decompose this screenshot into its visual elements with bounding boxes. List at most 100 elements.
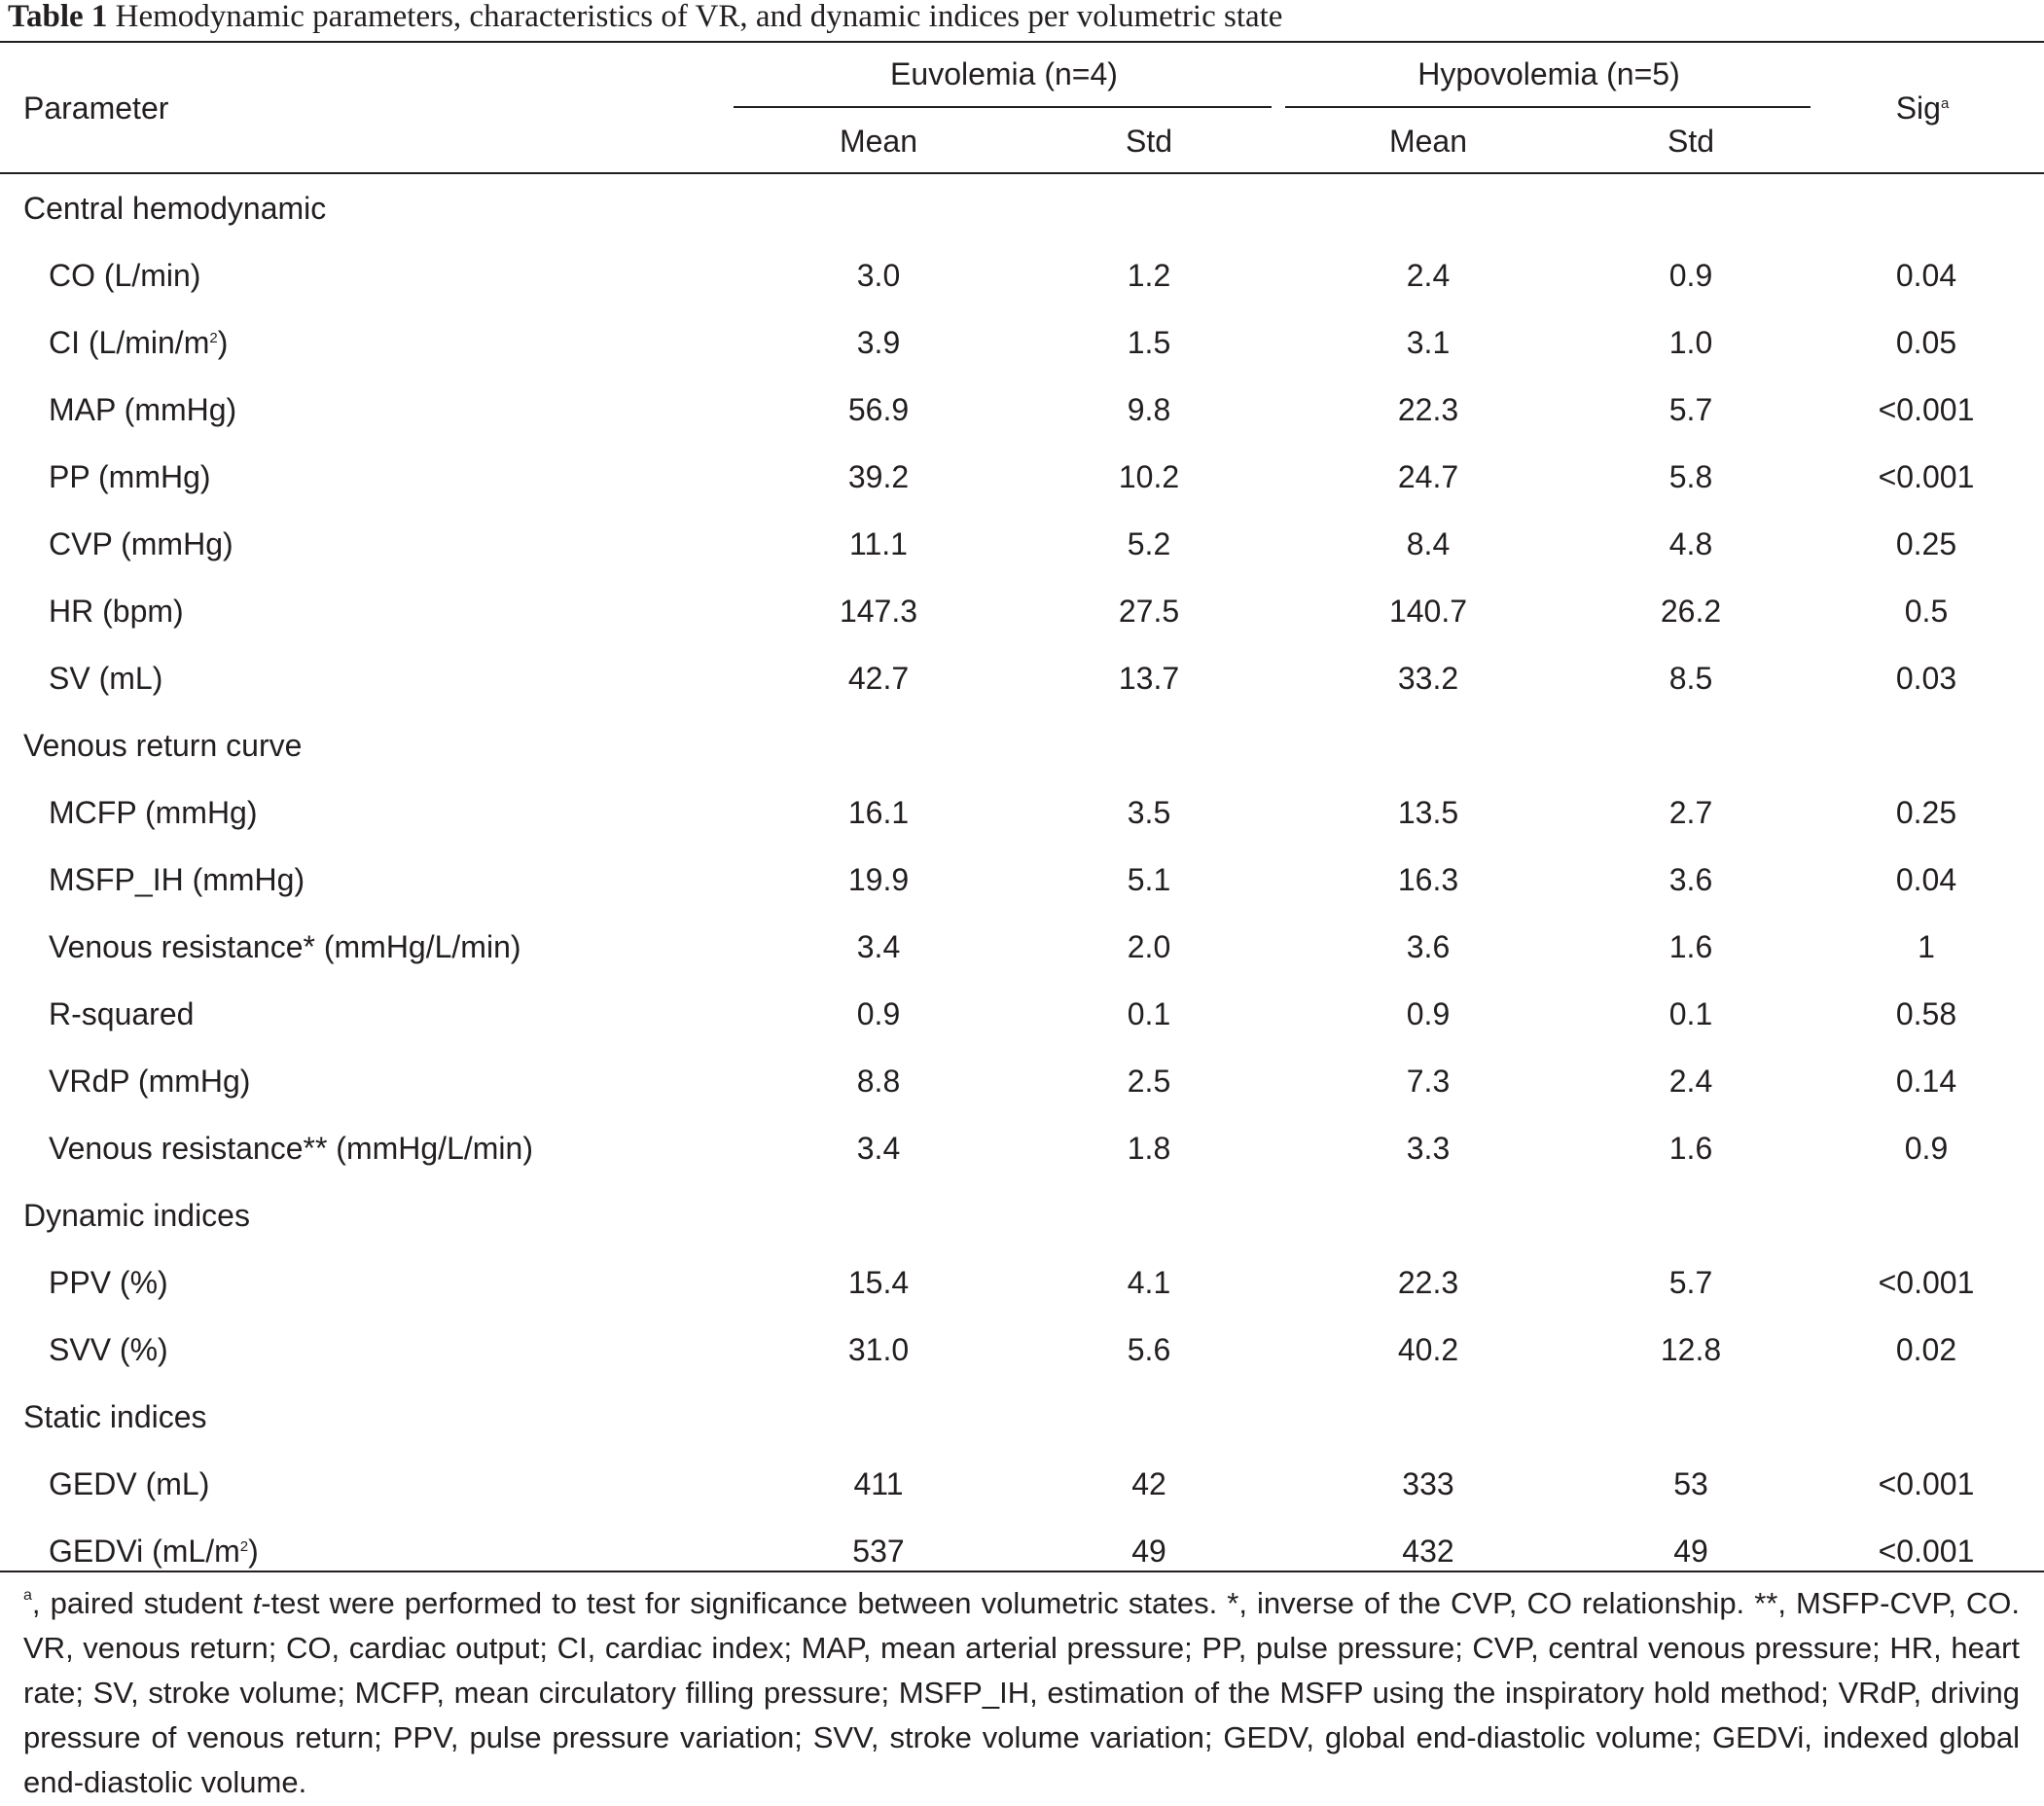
cell-sig: 0.04	[1895, 862, 1957, 897]
row-label-text: HR (bpm)	[49, 594, 184, 629]
cell-eu-mean: 3.4	[856, 929, 901, 964]
cell-eu-std: 2.0	[1127, 929, 1171, 964]
row-label-text: SV (mL)	[49, 661, 163, 696]
header-eu-mean: Mean	[839, 124, 918, 159]
cell-eu-std: 5.2	[1127, 526, 1171, 561]
cell-sig: 0.03	[1895, 661, 1957, 696]
cell-hy-mean: 140.7	[1388, 594, 1468, 629]
row-label-text: Static indices	[23, 1399, 207, 1434]
cell-eu-std: 1.5	[1127, 325, 1171, 360]
footnote-part1: , paired student	[31, 1586, 253, 1620]
cell-eu-mean: 39.2	[847, 459, 910, 494]
cell-eu-std: 42	[1131, 1466, 1166, 1501]
cell-eu-std: 1.2	[1127, 258, 1171, 293]
row-label: MAP (mmHg)	[49, 390, 236, 429]
cell-sig: <0.001	[1878, 459, 1975, 494]
cell-sig: <0.001	[1878, 1534, 1975, 1569]
cell-hy-mean: 22.3	[1397, 1265, 1459, 1300]
cell-sig: 0.25	[1895, 526, 1957, 561]
row-label-tail: )	[248, 1534, 259, 1569]
row-label: PP (mmHg)	[49, 457, 211, 496]
cell-eu-mean: 11.1	[849, 526, 908, 561]
bottom-rule	[0, 1571, 2044, 1572]
footnote: a, paired student t-test were performed …	[23, 1581, 2020, 1805]
cell-sig: 0.5	[1904, 594, 1949, 629]
row-label: GEDVi (mL/m2)	[49, 1532, 259, 1571]
header-sig: Siga	[1896, 89, 1950, 127]
cell-eu-mean: 3.4	[856, 1131, 901, 1166]
section-heading: Venous return curve	[23, 726, 302, 765]
cell-hy-mean: 13.5	[1397, 795, 1459, 830]
cell-eu-mean: 411	[853, 1466, 904, 1501]
cell-hy-std: 5.8	[1668, 459, 1713, 494]
cell-sig: 0.05	[1895, 325, 1957, 360]
row-label: HR (bpm)	[49, 592, 184, 631]
row-label-text: MCFP (mmHg)	[49, 795, 258, 830]
header-parameter: Parameter	[23, 90, 169, 126]
cell-hy-std: 0.1	[1668, 996, 1713, 1031]
row-label-text: MAP (mmHg)	[49, 392, 237, 427]
row-label: Venous resistance* (mmHg/L/min)	[49, 927, 521, 966]
cell-sig: <0.001	[1878, 1265, 1975, 1300]
cell-sig: 0.14	[1895, 1064, 1957, 1099]
row-label: Venous resistance** (mmHg/L/min)	[49, 1129, 533, 1168]
row-label-text: MSFP_IH (mmHg)	[49, 862, 305, 897]
row-label-text: GEDV (mL)	[49, 1466, 210, 1501]
cell-hy-std: 5.7	[1668, 392, 1713, 427]
euvolemia-underline	[734, 106, 1272, 108]
cell-eu-std: 27.5	[1118, 594, 1180, 629]
cell-hy-mean: 33.2	[1397, 661, 1459, 696]
row-label: VRdP (mmHg)	[49, 1062, 250, 1101]
section-heading: Dynamic indices	[23, 1196, 250, 1235]
cell-eu-mean: 8.8	[856, 1064, 901, 1099]
row-label-text: CI (L/min/m	[49, 325, 210, 360]
cell-sig: <0.001	[1878, 392, 1975, 427]
header-hy-std: Std	[1667, 124, 1715, 159]
row-label: CO (L/min)	[49, 256, 200, 295]
cell-hy-mean: 333	[1402, 1466, 1454, 1501]
cell-eu-mean: 3.9	[856, 325, 901, 360]
header-eu-std: Std	[1125, 124, 1173, 159]
row-label-text: Venous return curve	[23, 728, 303, 763]
cell-hy-mean: 24.7	[1397, 459, 1459, 494]
row-label: GEDV (mL)	[49, 1464, 209, 1503]
cell-eu-std: 2.5	[1127, 1064, 1171, 1099]
cell-hy-std: 12.8	[1660, 1332, 1722, 1367]
header-sig-sup: a	[1940, 95, 1950, 112]
cell-sig: 0.9	[1904, 1131, 1949, 1166]
table-label: Table 1	[8, 0, 108, 34]
cell-eu-mean: 42.7	[847, 661, 910, 696]
row-label: CI (L/min/m2)	[49, 323, 228, 362]
cell-sig: 0.02	[1895, 1332, 1957, 1367]
cell-hy-std: 2.7	[1668, 795, 1713, 830]
hypovolemia-underline	[1285, 106, 1811, 108]
cell-eu-mean: 537	[852, 1534, 905, 1569]
cell-hy-mean: 3.1	[1406, 325, 1451, 360]
cell-eu-std: 0.1	[1127, 996, 1171, 1031]
footnote-sup: a	[23, 1587, 32, 1604]
row-label-text: CVP (mmHg)	[49, 526, 233, 561]
cell-eu-std: 3.5	[1127, 795, 1171, 830]
row-label-sup: 2	[209, 330, 218, 346]
cell-eu-std: 9.8	[1127, 392, 1171, 427]
top-rule	[0, 41, 2044, 43]
row-label: SV (mL)	[49, 659, 162, 698]
cell-hy-mean: 40.2	[1397, 1332, 1459, 1367]
row-label-text: VRdP (mmHg)	[49, 1064, 251, 1099]
header-rule	[0, 172, 2044, 174]
cell-eu-std: 13.7	[1118, 661, 1180, 696]
cell-eu-mean: 15.4	[847, 1265, 910, 1300]
footnote-italic: t	[252, 1586, 262, 1620]
cell-hy-std: 53	[1673, 1466, 1708, 1501]
cell-eu-std: 5.1	[1127, 862, 1171, 897]
cell-hy-mean: 2.4	[1406, 258, 1451, 293]
cell-hy-std: 1.0	[1668, 325, 1713, 360]
cell-hy-std: 5.7	[1668, 1265, 1713, 1300]
section-heading: Static indices	[23, 1397, 207, 1436]
cell-eu-std: 4.1	[1127, 1265, 1171, 1300]
cell-hy-std: 49	[1673, 1534, 1708, 1569]
row-label: R-squared	[49, 994, 194, 1033]
cell-sig: 1	[1918, 929, 1935, 964]
row-label-text: PPV (%)	[49, 1265, 168, 1300]
cell-hy-std: 1.6	[1668, 1131, 1713, 1166]
